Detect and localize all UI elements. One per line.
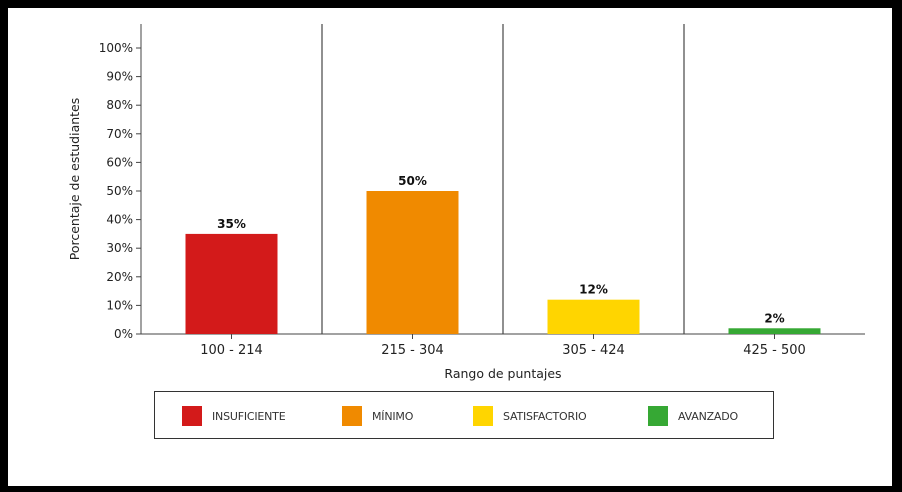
legend: INSUFICIENTE MÍNIMO SATISFACTORIO AVANZA… [154, 391, 774, 439]
data-label-3: 2% [764, 311, 784, 325]
x-axis-title: Rango de puntajes [444, 366, 561, 381]
y-tick-label-9: 90% [106, 70, 133, 84]
y-tick-label-5: 50% [106, 184, 133, 198]
data-label-0: 35% [217, 217, 246, 231]
y-tick-label-2: 20% [106, 270, 133, 284]
legend-label-insuficiente: INSUFICIENTE [212, 409, 286, 423]
legend-swatch-minimo [342, 406, 362, 426]
legend-swatch-insuficiente [182, 406, 202, 426]
bar-0 [185, 233, 278, 334]
x-tick-label-0: 100 - 214 [200, 343, 263, 358]
data-label-2: 12% [579, 283, 608, 297]
legend-label-minimo: MÍNIMO [372, 409, 414, 423]
y-axis-title: Porcentaje de estudiantes [67, 98, 82, 261]
legend-item-insuficiente[interactable]: INSUFICIENTE [182, 406, 286, 426]
x-tick-label-1: 215 - 304 [381, 343, 444, 358]
data-label-1: 50% [398, 174, 427, 188]
legend-label-satisfactorio: SATISFACTORIO [503, 409, 587, 423]
bar-chart: 0% 10% 20% 30% 40% 50% 60% 70% 80% 90% 100% 35% 100 … [67, 24, 865, 381]
bar-3 [728, 328, 821, 334]
y-tick-label-10: 100% [99, 41, 133, 55]
legend-label-avanzado: AVANZADO [678, 409, 738, 423]
legend-item-avanzado[interactable]: AVANZADO [648, 406, 738, 426]
y-tick-label-3: 30% [106, 241, 133, 255]
bar-1 [366, 191, 459, 334]
y-tick-label-1: 10% [106, 298, 133, 312]
legend-item-minimo[interactable]: MÍNIMO [342, 406, 413, 426]
y-tick-label-7: 70% [106, 127, 133, 141]
y-tick-label-0: 0% [114, 327, 133, 341]
y-tick-label-8: 80% [106, 98, 133, 112]
chart-frame: 0% 10% 20% 30% 40% 50% 60% 70% 80% 90% 100% 35% 100 … [8, 8, 892, 486]
bar-2 [547, 299, 640, 334]
legend-swatch-satisfactorio [473, 406, 493, 426]
x-tick-label-2: 305 - 424 [562, 343, 625, 358]
y-tick-label-4: 40% [106, 213, 133, 227]
legend-swatch-avanzado [648, 406, 668, 426]
x-tick-label-3: 425 - 500 [743, 343, 806, 358]
y-tick-label-6: 60% [106, 155, 133, 169]
legend-item-satisfactorio[interactable]: SATISFACTORIO [473, 406, 587, 426]
